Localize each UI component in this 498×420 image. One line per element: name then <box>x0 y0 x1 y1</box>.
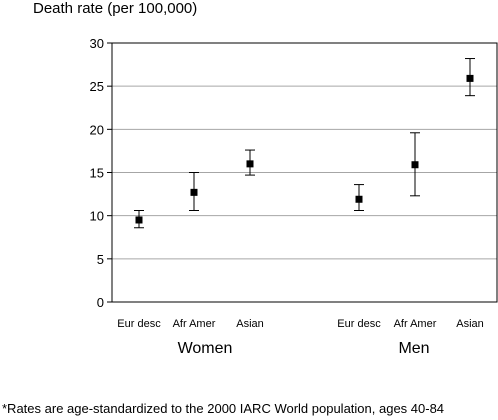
group-label-women: Women <box>177 340 233 357</box>
y-tick-label: 25 <box>90 79 104 94</box>
data-point <box>135 216 143 224</box>
data-point <box>190 188 198 196</box>
group-label-men: Men <box>398 340 430 357</box>
x-tick-label: Asian <box>236 318 264 330</box>
y-tick-label: 5 <box>97 252 104 267</box>
y-tick-label: 30 <box>90 36 104 51</box>
x-tick-label: Eur desc <box>117 318 161 330</box>
y-tick-label: 0 <box>97 295 104 310</box>
x-tick-label: Asian <box>456 318 484 330</box>
y-tick-label: 10 <box>90 209 104 224</box>
x-tick-label: Afr Amer <box>173 318 216 330</box>
y-tick-label: 15 <box>90 166 104 181</box>
y-tick-label: 20 <box>90 122 104 137</box>
x-tick-label: Afr Amer <box>394 318 437 330</box>
x-tick-label: Eur desc <box>337 318 381 330</box>
data-point <box>246 160 254 168</box>
data-point <box>466 74 474 82</box>
y-axis-title: Death rate (per 100,000) <box>33 0 198 17</box>
data-point <box>355 195 363 203</box>
data-point <box>411 161 419 169</box>
footnote: *Rates are age-standardized to the 2000 … <box>2 401 445 416</box>
